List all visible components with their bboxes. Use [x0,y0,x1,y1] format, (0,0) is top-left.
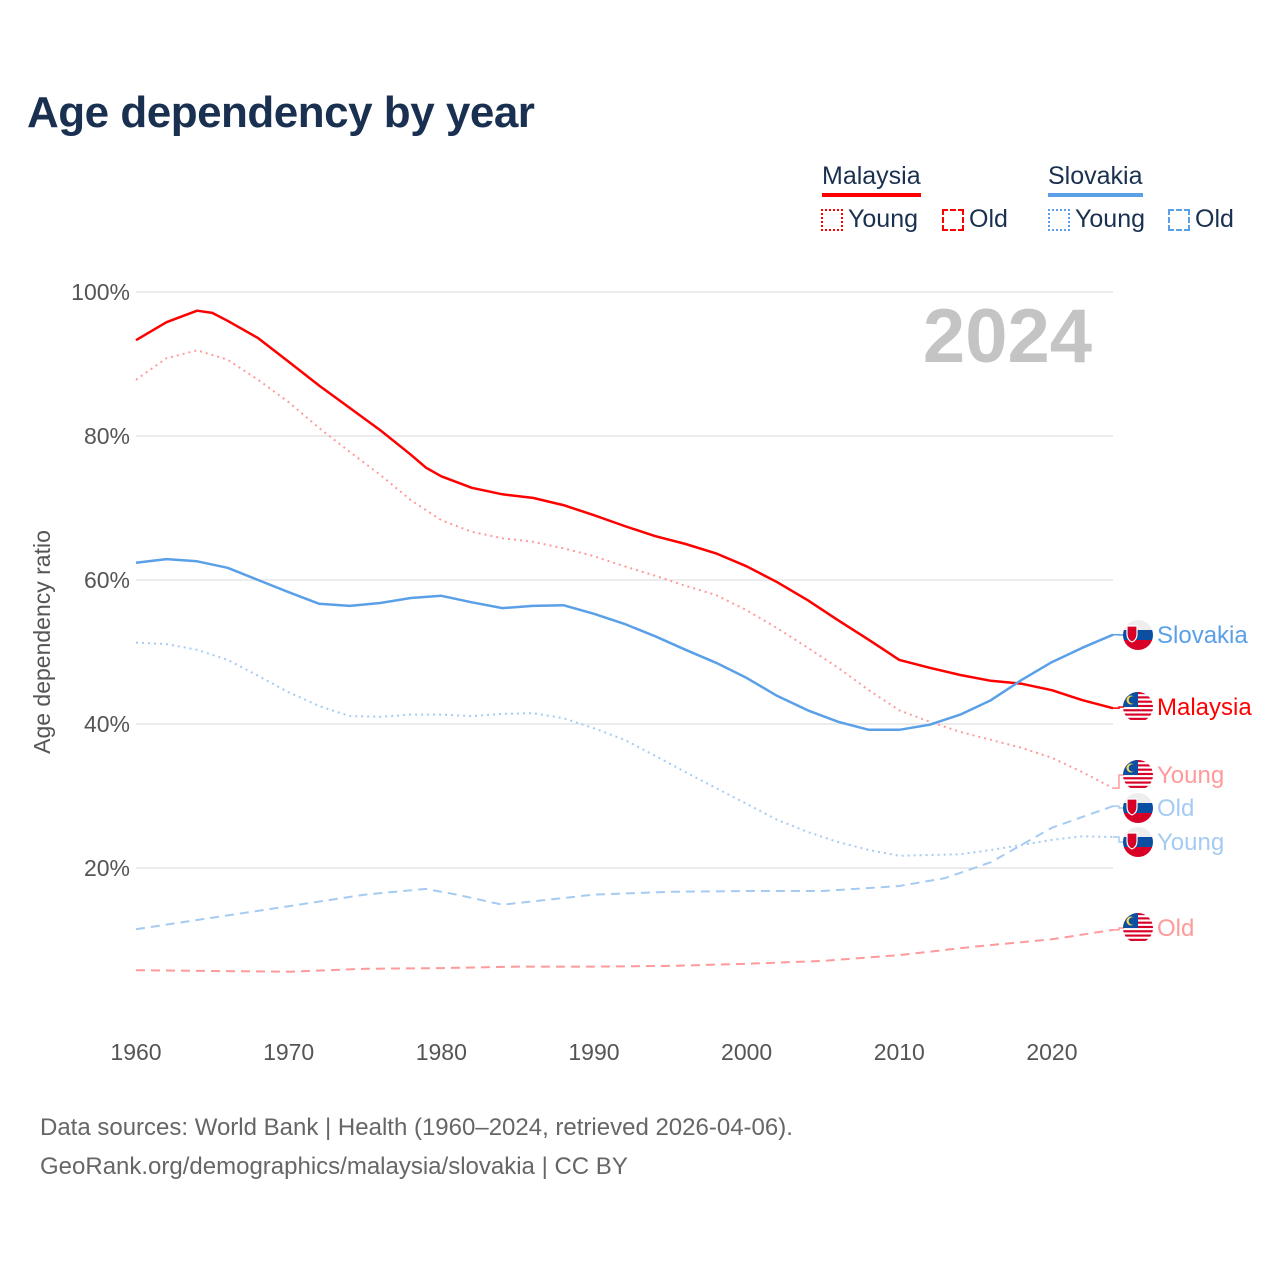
y-tick-label: 60% [84,567,130,593]
slovakia-flag-icon [1123,827,1153,857]
end-connector [1113,805,1124,809]
series-line-slovakia-young [135,641,1114,857]
x-tick-label: 2000 [721,1039,772,1065]
legend-label: Old [969,205,1008,233]
flag-body [1123,760,1153,788]
y-tick-label: 100% [71,279,130,305]
crescent-cut [1128,764,1137,772]
dashed-swatch-icon [942,208,964,231]
end-label: Young [1157,762,1224,789]
legend-country-slovakia[interactable]: Slovakia [1048,162,1143,197]
dashed-swatch-icon [1168,208,1190,231]
data-source-text: Data sources: World Bank | Health (1960–… [40,1114,793,1141]
flag-stripe [1123,803,1153,813]
flag-body [1123,827,1153,857]
coat-of-arms [1126,832,1138,850]
end-label: Old [1157,915,1194,942]
end-connector [1113,706,1124,709]
x-tick-label: 2020 [1026,1039,1077,1065]
y-tick-label: 80% [84,423,130,449]
coat-of-arms [1126,798,1138,816]
series-line-malaysia-old [135,928,1114,973]
crescent-cut [1128,696,1137,704]
legend-slovakia-old[interactable]: Old [1168,205,1234,234]
flag-stripe [1123,813,1153,823]
legend-label: Young [1075,205,1145,233]
legend-malaysia-old[interactable]: Old [942,205,1008,234]
flag-body [1123,913,1153,941]
source-link[interactable]: GeoRank.org/demographics/malaysia/slovak… [40,1153,628,1180]
end-label: Slovakia [1157,622,1248,649]
flag-stripe [1123,620,1153,630]
flag-stripe [1123,930,1153,933]
flag-stripe [1123,847,1153,857]
legend-country-malaysia[interactable]: Malaysia [822,162,921,197]
legend-label: Old [1195,205,1234,233]
year-watermark: 2024 [923,294,1092,379]
legend-slovakia-young[interactable]: Young [1048,205,1145,234]
flag-stripe [1123,713,1153,716]
flag-stripe [1123,785,1153,788]
flag-stripe [1123,777,1153,780]
y-tick-label: 40% [84,711,130,737]
malaysia-flag-icon [1123,913,1153,941]
x-tick-label: 1970 [263,1039,314,1065]
end-label: Old [1157,795,1194,822]
end-connector [1113,927,1124,931]
malaysia-flag-icon [1123,760,1153,788]
page-title: Age dependency by year [27,88,535,137]
flag-stripe [1123,934,1153,937]
x-tick-label: 1980 [416,1039,467,1065]
flag-stripe [1123,837,1153,847]
end-connector [1113,836,1124,843]
series-line-slovakia [135,557,1114,732]
flag-stripe [1123,709,1153,712]
legend-label: Young [848,205,918,233]
series-line-slovakia-old [135,805,1114,931]
legend-malaysia-young[interactable]: Young [821,205,918,234]
flag-body [1123,793,1153,823]
y-axis-label: Age dependency ratio [29,530,55,754]
crescent-cut [1128,917,1137,925]
footer: Data sources: World Bank | Health (1960–… [40,1108,793,1186]
end-label: Young [1157,829,1224,856]
x-tick-label: 1990 [568,1039,619,1065]
series-line-malaysia-young [135,349,1114,789]
dotted-swatch-icon [821,208,843,231]
flag-body [1123,620,1153,650]
flag-stripe [1123,827,1153,837]
flag-stripe [1123,717,1153,720]
end-connector [1113,774,1124,789]
malaysia-flag-icon [1123,692,1153,720]
flag-stripe [1123,630,1153,640]
flag-stripe [1123,938,1153,941]
flag-body [1123,692,1153,720]
y-tick-label: 20% [84,855,130,881]
slovakia-flag-icon [1123,793,1153,823]
series-line-malaysia [135,309,1114,710]
x-tick-label: 2010 [874,1039,925,1065]
end-label: Malaysia [1157,694,1252,721]
flag-stripe [1123,781,1153,784]
flag-stripe [1123,793,1153,803]
coat-of-arms [1126,625,1138,643]
flag-stripe [1123,640,1153,650]
dotted-swatch-icon [1048,208,1070,231]
x-tick-label: 1960 [110,1039,161,1065]
slovakia-flag-icon [1123,620,1153,650]
